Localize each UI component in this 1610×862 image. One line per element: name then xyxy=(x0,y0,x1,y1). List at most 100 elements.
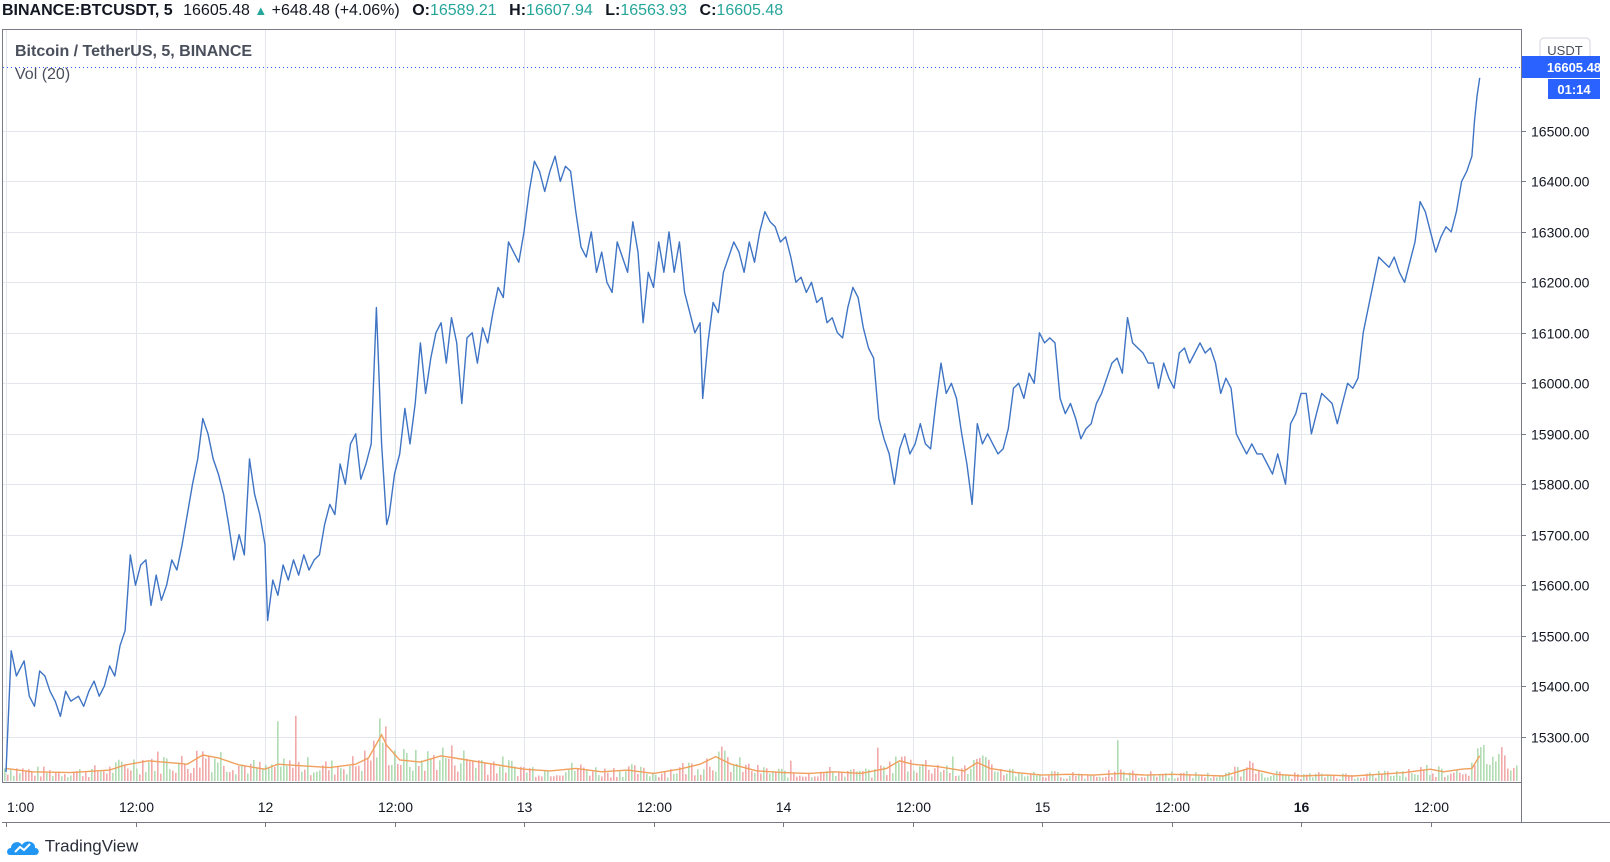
volume-bar xyxy=(379,718,381,781)
time-tick-label: 12:00 xyxy=(637,799,672,815)
high-value: 16607.94 xyxy=(526,2,593,19)
price-line-layer xyxy=(5,77,1481,772)
open-value: 16589.21 xyxy=(429,2,497,19)
volume-bar xyxy=(1357,777,1359,781)
volume-bar xyxy=(34,775,36,781)
volume-bar xyxy=(1306,774,1308,781)
volume-bar xyxy=(622,777,624,781)
volume-bar xyxy=(832,771,834,781)
volume-bar xyxy=(1270,776,1272,781)
volume-bar xyxy=(1342,773,1344,781)
volume-bar xyxy=(190,773,192,781)
volume-legend[interactable]: Vol (20) xyxy=(15,66,71,83)
volume-bar xyxy=(418,765,420,781)
volume-bar xyxy=(553,776,555,781)
volume-bar xyxy=(211,772,213,781)
series-legend-title[interactable]: Bitcoin / TetherUS, 5, BINANCE xyxy=(15,43,253,60)
tradingview-logo[interactable]: TradingView xyxy=(6,836,138,858)
volume-bar xyxy=(853,769,855,781)
volume-bar xyxy=(1075,776,1077,781)
volume-bar xyxy=(1099,776,1101,781)
volume-bar xyxy=(25,770,27,781)
volume-bar xyxy=(388,765,390,781)
volume-bar xyxy=(1432,773,1434,781)
volume-bar xyxy=(238,765,240,781)
volume-bar xyxy=(448,758,450,781)
volume-bar xyxy=(208,756,210,781)
volume-bar xyxy=(112,772,114,781)
volume-bar xyxy=(1450,773,1452,781)
volume-bar xyxy=(907,771,909,781)
volume-bar xyxy=(946,765,948,781)
volume-bar xyxy=(49,770,51,781)
time-tick-label: 15 xyxy=(1035,799,1051,815)
symbol-name[interactable]: BINANCE:BTCUSDT, 5 xyxy=(2,2,173,19)
volume-bar xyxy=(901,756,903,781)
volume-bar xyxy=(469,761,471,781)
volume-bar xyxy=(640,766,642,781)
volume-bar xyxy=(280,766,282,781)
time-axis[interactable]: 1:00 12:00 12 12:00 13 12:00 14 12:00 15 12:00 16 1… xyxy=(6,799,1450,827)
volume-bar xyxy=(406,752,408,781)
price-tick-label: 15900.00 xyxy=(1531,427,1590,443)
close-value: 16605.48 xyxy=(716,2,784,19)
volume-bar xyxy=(781,768,783,781)
volume-bar xyxy=(70,775,72,781)
volume-bar xyxy=(229,772,231,781)
volume-bar xyxy=(1462,774,1464,781)
volume-bar xyxy=(643,767,645,781)
volume-bar xyxy=(532,767,534,781)
volume-bar xyxy=(1156,776,1158,781)
volume-bar xyxy=(91,769,93,781)
volume-bar xyxy=(370,760,372,781)
volume-bar xyxy=(1456,769,1458,781)
volume-bar xyxy=(277,721,279,781)
price-tick-label: 15800.00 xyxy=(1531,477,1590,493)
volume-bar xyxy=(1063,778,1065,781)
volume-bar xyxy=(1147,774,1149,781)
volume-bar xyxy=(1114,771,1116,781)
volume-bar xyxy=(808,773,810,781)
bar-countdown-tag: 01:14 xyxy=(1548,79,1600,99)
volume-bar xyxy=(22,768,24,781)
volume-bar xyxy=(925,760,927,781)
volume-bar xyxy=(1420,767,1422,781)
volume-bar xyxy=(1207,772,1209,781)
price-tick-label: 15600.00 xyxy=(1531,578,1590,594)
volume-bar xyxy=(1105,776,1107,781)
volume-bar xyxy=(670,769,672,781)
volume-bar xyxy=(235,774,237,781)
volume-bar xyxy=(376,757,378,781)
volume-bar xyxy=(1408,768,1410,781)
volume-bar xyxy=(1321,773,1323,781)
volume-bar xyxy=(1141,777,1143,781)
time-tick-label: 12:00 xyxy=(1414,799,1449,815)
volume-bar xyxy=(874,769,876,781)
volume-bar xyxy=(601,776,603,781)
price-series-line[interactable] xyxy=(5,77,1481,772)
volume-bar xyxy=(850,769,852,781)
volume-bar xyxy=(733,764,735,781)
volume-bar xyxy=(1504,755,1506,781)
volume-bar xyxy=(1411,773,1413,781)
volume-bar xyxy=(1510,770,1512,781)
volume-bar xyxy=(760,773,762,781)
volume-bar xyxy=(1168,777,1170,781)
volume-bar xyxy=(526,772,528,781)
volume-bar xyxy=(289,760,291,781)
volume-bar xyxy=(856,771,858,781)
volume-bar xyxy=(478,760,480,781)
volume-bar xyxy=(346,774,348,781)
volume-bar xyxy=(943,769,945,781)
last-price-tag: 16605.48 xyxy=(1522,56,1601,78)
low-value: 16563.93 xyxy=(620,2,688,19)
volume-bar xyxy=(1225,772,1227,781)
volume-bar xyxy=(19,773,21,781)
volume-bar xyxy=(964,765,966,781)
volume-bar xyxy=(982,755,984,781)
volume-bar xyxy=(769,773,771,781)
price-axis[interactable]: 15300.00 15400.00 15500.00 15600.00 15700.00… xyxy=(1521,124,1590,746)
volume-bar xyxy=(1132,770,1134,781)
volume-bar xyxy=(130,770,132,781)
